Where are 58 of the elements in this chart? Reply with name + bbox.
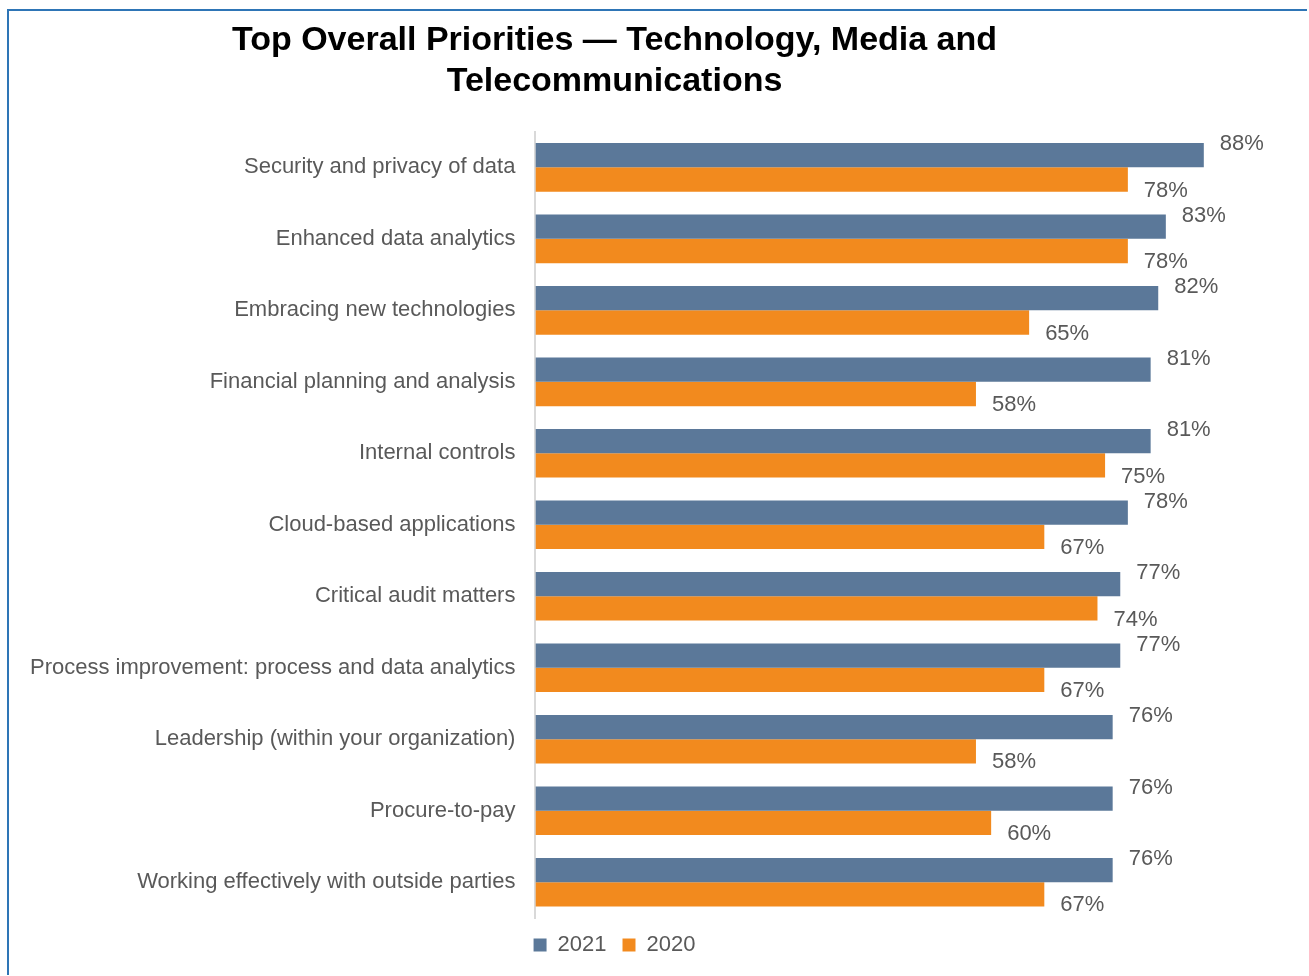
y-tick-label: Leadership (within your organization) bbox=[154, 725, 516, 751]
bar bbox=[535, 882, 1045, 907]
bar bbox=[535, 143, 1204, 168]
bar bbox=[535, 238, 1128, 264]
bar bbox=[535, 286, 1159, 311]
y-tick-label: Cloud-based applications bbox=[268, 510, 516, 536]
data-label: 88% bbox=[1219, 130, 1264, 156]
data-label: 74% bbox=[1113, 605, 1158, 631]
data-label: 78% bbox=[1143, 248, 1188, 274]
y-tick-label: Process improvement: process and data analytics bbox=[30, 653, 516, 679]
bar bbox=[535, 643, 1121, 668]
y-tick-label: Procure-to-pay bbox=[369, 796, 516, 822]
legend-label: 2021 bbox=[557, 931, 607, 957]
bar bbox=[535, 810, 992, 836]
bar bbox=[535, 857, 1113, 883]
bar bbox=[535, 453, 1106, 478]
bar bbox=[535, 786, 1113, 811]
bar bbox=[535, 214, 1166, 239]
bar bbox=[535, 667, 1045, 693]
data-label: 77% bbox=[1136, 630, 1181, 656]
data-label: 76% bbox=[1128, 773, 1173, 799]
bar bbox=[535, 571, 1121, 597]
bar bbox=[535, 714, 1113, 740]
data-label: 58% bbox=[991, 748, 1037, 774]
y-tick-label: Financial planning and analysis bbox=[209, 367, 516, 393]
data-label: 67% bbox=[1060, 891, 1105, 917]
data-label: 83% bbox=[1181, 201, 1226, 227]
data-label: 77% bbox=[1136, 559, 1181, 585]
bar bbox=[535, 739, 976, 764]
data-label: 81% bbox=[1166, 344, 1211, 370]
bar bbox=[535, 596, 1098, 621]
y-tick-label: Enhanced data analytics bbox=[275, 224, 516, 250]
chart-title: Top Overall Priorities — Technology, Media and Telecommunications bbox=[231, 18, 998, 98]
y-tick-label: Critical audit matters bbox=[314, 582, 516, 608]
data-label: 75% bbox=[1121, 462, 1166, 488]
data-label: 58% bbox=[991, 391, 1037, 417]
data-label: 82% bbox=[1174, 273, 1219, 299]
data-label: 78% bbox=[1143, 487, 1188, 513]
y-tick-label: Embracing new technologies bbox=[234, 296, 516, 322]
data-label: 76% bbox=[1128, 702, 1173, 728]
data-label: 76% bbox=[1128, 845, 1173, 871]
y-tick-label: Security and privacy of data bbox=[243, 153, 517, 179]
data-label: 78% bbox=[1143, 176, 1188, 202]
bar bbox=[535, 167, 1128, 192]
bar bbox=[535, 357, 1151, 382]
y-tick-label: Working effectively with outside parties bbox=[137, 868, 516, 894]
data-label: 81% bbox=[1166, 416, 1211, 442]
y-tick-label: Internal controls bbox=[358, 439, 516, 465]
legend-label: 2020 bbox=[646, 931, 696, 957]
bar bbox=[535, 524, 1045, 550]
data-label: 65% bbox=[1045, 319, 1090, 345]
data-label: 67% bbox=[1060, 677, 1105, 702]
bar bbox=[535, 500, 1128, 525]
bar bbox=[535, 381, 976, 407]
bar bbox=[535, 310, 1030, 335]
data-label: 60% bbox=[1007, 819, 1052, 845]
data-label: 67% bbox=[1060, 534, 1105, 560]
bar bbox=[535, 429, 1151, 454]
